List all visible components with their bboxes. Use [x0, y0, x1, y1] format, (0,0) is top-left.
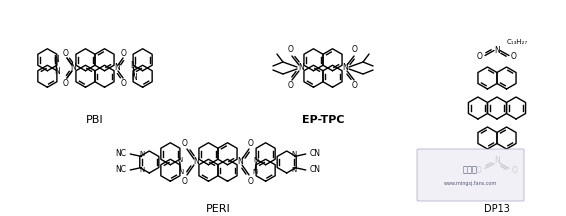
Text: N: N	[53, 54, 59, 64]
Text: N: N	[139, 167, 144, 173]
Text: O: O	[182, 138, 188, 148]
Text: O: O	[248, 176, 254, 186]
Text: O: O	[511, 52, 517, 61]
Text: N: N	[291, 167, 297, 173]
Text: N: N	[178, 169, 183, 175]
Text: O: O	[121, 78, 127, 87]
Text: O: O	[352, 46, 358, 54]
Text: O: O	[63, 78, 69, 87]
Text: N: N	[70, 64, 76, 73]
Text: O: O	[476, 166, 482, 175]
Text: O: O	[182, 176, 188, 186]
Text: N: N	[139, 151, 144, 157]
Text: N: N	[298, 64, 304, 73]
Text: N: N	[193, 157, 199, 167]
Text: DP13: DP13	[484, 204, 510, 214]
Text: N: N	[237, 157, 243, 167]
Text: O: O	[121, 49, 127, 57]
Text: N: N	[114, 64, 120, 73]
Text: N: N	[291, 151, 297, 157]
Text: O: O	[288, 46, 294, 54]
Text: N: N	[342, 64, 348, 73]
Text: O: O	[248, 138, 254, 148]
Text: N: N	[494, 46, 500, 55]
Text: N: N	[494, 156, 500, 165]
Text: N: N	[177, 157, 182, 163]
Text: NC: NC	[115, 165, 126, 175]
Text: PBI: PBI	[86, 115, 104, 125]
Text: N: N	[254, 157, 259, 163]
Text: C₁₃H₂₇: C₁₃H₂₇	[507, 40, 528, 46]
Text: EP-TPC: EP-TPC	[302, 115, 344, 125]
Text: O: O	[477, 52, 483, 61]
Text: 明视觉: 明视觉	[463, 165, 478, 175]
Text: www.mingsj.fans.com: www.mingsj.fans.com	[444, 181, 497, 186]
Text: O: O	[288, 81, 294, 91]
Text: PERI: PERI	[205, 204, 230, 214]
Text: N: N	[252, 169, 258, 175]
Text: O: O	[352, 81, 358, 91]
Text: CN: CN	[310, 165, 321, 175]
Text: O: O	[512, 166, 518, 175]
FancyBboxPatch shape	[417, 149, 524, 201]
Text: N: N	[54, 67, 59, 76]
Text: N: N	[131, 73, 137, 81]
Text: NC: NC	[115, 149, 126, 159]
Text: N: N	[130, 60, 136, 70]
Text: O: O	[63, 49, 69, 57]
Text: CN: CN	[310, 149, 321, 159]
